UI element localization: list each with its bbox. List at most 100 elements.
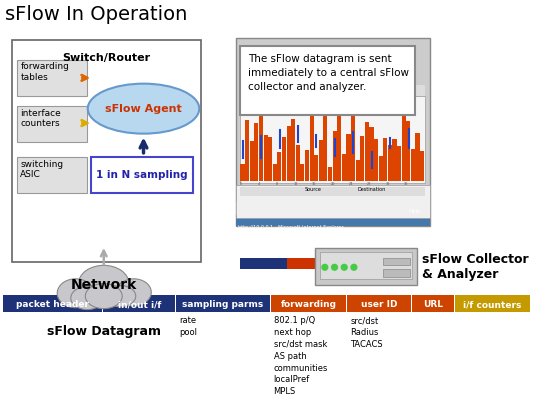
Text: packet header: packet header: [16, 300, 89, 309]
FancyBboxPatch shape: [347, 134, 350, 181]
Text: 107.10.10.22: 107.10.10.22: [255, 88, 288, 93]
FancyBboxPatch shape: [236, 38, 430, 226]
FancyBboxPatch shape: [355, 160, 360, 181]
Text: URL: URL: [423, 300, 443, 309]
FancyBboxPatch shape: [245, 120, 249, 181]
Text: in/out i/f: in/out i/f: [117, 300, 161, 309]
FancyBboxPatch shape: [310, 112, 314, 181]
FancyBboxPatch shape: [337, 110, 341, 181]
Text: Help: Help: [409, 208, 422, 214]
FancyBboxPatch shape: [240, 46, 415, 115]
FancyBboxPatch shape: [240, 258, 252, 269]
FancyBboxPatch shape: [18, 60, 87, 96]
FancyBboxPatch shape: [287, 126, 290, 181]
FancyBboxPatch shape: [315, 248, 417, 285]
FancyBboxPatch shape: [420, 151, 424, 181]
FancyBboxPatch shape: [299, 258, 310, 269]
FancyBboxPatch shape: [323, 110, 327, 181]
Text: Source: Source: [305, 187, 322, 192]
FancyBboxPatch shape: [351, 112, 355, 181]
Text: 28: 28: [367, 182, 372, 186]
FancyBboxPatch shape: [291, 119, 295, 181]
FancyBboxPatch shape: [240, 96, 425, 183]
Text: sampling parms: sampling parms: [182, 300, 263, 309]
Text: 4: 4: [258, 182, 260, 186]
Text: user ID: user ID: [361, 300, 398, 309]
FancyBboxPatch shape: [305, 150, 309, 181]
FancyBboxPatch shape: [374, 139, 378, 181]
FancyBboxPatch shape: [401, 201, 430, 215]
FancyBboxPatch shape: [328, 167, 332, 181]
FancyBboxPatch shape: [268, 137, 272, 181]
FancyBboxPatch shape: [276, 258, 287, 269]
FancyBboxPatch shape: [333, 131, 337, 181]
Ellipse shape: [88, 84, 199, 133]
FancyBboxPatch shape: [347, 295, 411, 312]
Text: src/dst
Radius
TACACS: src/dst Radius TACACS: [350, 316, 383, 349]
Text: Destination: Destination: [357, 187, 386, 192]
Text: 20: 20: [331, 182, 335, 186]
Text: i/f counters: i/f counters: [463, 300, 522, 309]
FancyBboxPatch shape: [236, 185, 430, 218]
FancyBboxPatch shape: [388, 145, 392, 181]
Text: sFlow Datagram: sFlow Datagram: [47, 325, 161, 338]
FancyBboxPatch shape: [320, 252, 412, 279]
FancyBboxPatch shape: [3, 295, 102, 312]
Text: 36: 36: [404, 182, 408, 186]
FancyBboxPatch shape: [255, 124, 258, 181]
Circle shape: [332, 265, 337, 270]
FancyBboxPatch shape: [411, 149, 415, 181]
FancyBboxPatch shape: [322, 258, 337, 269]
FancyBboxPatch shape: [259, 108, 263, 181]
Text: rate
pool: rate pool: [179, 316, 197, 337]
FancyBboxPatch shape: [103, 295, 175, 312]
FancyBboxPatch shape: [383, 258, 410, 265]
FancyBboxPatch shape: [18, 106, 87, 142]
FancyBboxPatch shape: [455, 295, 531, 312]
FancyBboxPatch shape: [300, 164, 305, 181]
FancyBboxPatch shape: [176, 295, 269, 312]
FancyBboxPatch shape: [296, 145, 300, 181]
FancyBboxPatch shape: [360, 136, 364, 181]
FancyBboxPatch shape: [240, 187, 425, 196]
Text: 1 in N sampling: 1 in N sampling: [96, 170, 188, 180]
FancyBboxPatch shape: [383, 269, 410, 277]
Text: sFlow Collector
& Analyzer: sFlow Collector & Analyzer: [422, 253, 528, 281]
FancyBboxPatch shape: [379, 156, 383, 181]
Ellipse shape: [79, 265, 129, 302]
FancyBboxPatch shape: [402, 116, 406, 181]
FancyBboxPatch shape: [91, 157, 193, 193]
Text: sFlow In Operation: sFlow In Operation: [5, 5, 187, 24]
Text: 24: 24: [349, 182, 353, 186]
FancyBboxPatch shape: [236, 215, 430, 226]
FancyBboxPatch shape: [263, 135, 268, 181]
Text: interface
counters: interface counters: [20, 109, 61, 128]
Ellipse shape: [71, 286, 104, 309]
Text: http://10.0.0.1 - Microsoft Internet Explorer: http://10.0.0.1 - Microsoft Internet Exp…: [237, 225, 343, 230]
Text: 802.1 p/Q
next hop
src/dst mask
AS path
communities
localPref
MPLS: 802.1 p/Q next hop src/dst mask AS path …: [274, 316, 328, 396]
FancyBboxPatch shape: [369, 127, 374, 181]
FancyBboxPatch shape: [415, 133, 420, 181]
FancyBboxPatch shape: [264, 258, 276, 269]
Text: 16: 16: [312, 182, 316, 186]
FancyBboxPatch shape: [273, 164, 277, 181]
Text: forwarding
tables: forwarding tables: [20, 63, 69, 82]
FancyBboxPatch shape: [310, 258, 322, 269]
Circle shape: [341, 265, 347, 270]
Text: The sFlow datagram is sent
immediately to a central sFlow
collector and analyzer: The sFlow datagram is sent immediately t…: [249, 54, 409, 92]
FancyBboxPatch shape: [342, 154, 346, 181]
Text: sFlow Agent: sFlow Agent: [105, 104, 182, 114]
Text: switching
ASIC: switching ASIC: [20, 159, 63, 179]
Ellipse shape: [116, 279, 152, 306]
FancyBboxPatch shape: [12, 40, 201, 262]
FancyBboxPatch shape: [236, 201, 430, 215]
FancyBboxPatch shape: [250, 141, 254, 181]
Text: forwarding: forwarding: [280, 300, 337, 309]
Text: 32: 32: [386, 182, 390, 186]
FancyBboxPatch shape: [397, 146, 401, 181]
FancyBboxPatch shape: [240, 164, 245, 181]
Text: Network: Network: [71, 278, 137, 292]
FancyBboxPatch shape: [365, 122, 369, 181]
Text: 0: 0: [239, 182, 241, 186]
FancyBboxPatch shape: [240, 84, 425, 96]
